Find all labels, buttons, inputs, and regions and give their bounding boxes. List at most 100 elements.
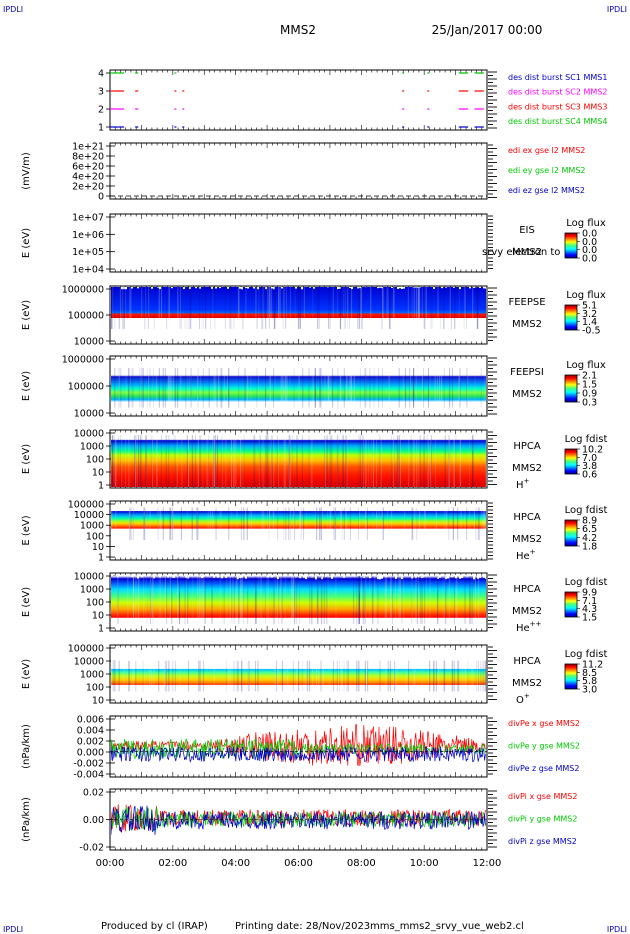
spectrogram-notch xyxy=(205,407,207,409)
spectrogram-streak xyxy=(285,287,287,329)
spectrogram-notch xyxy=(237,367,239,371)
spectrogram-notch xyxy=(159,574,161,578)
y-tick-label-edi: 6e+20 xyxy=(72,162,104,173)
spectrogram-notch xyxy=(351,687,353,693)
panel-divpe: (nPa/km)0.0060.0040.0020.000-0.002-0.004… xyxy=(21,715,580,781)
spectrogram-notch xyxy=(451,367,453,371)
footer-filename: mms_mms2_srvy_vue_web2.cl xyxy=(370,921,524,932)
spectrogram-notch xyxy=(253,367,255,369)
spectrogram-notch xyxy=(247,506,249,509)
spectrogram-notch xyxy=(179,538,181,541)
spectrogram-notch xyxy=(177,659,179,663)
spectrogram-notch xyxy=(441,619,443,626)
spectrogram-streak xyxy=(156,435,158,487)
spectrogram-notch xyxy=(269,434,271,438)
spectrogram-streak xyxy=(343,287,345,329)
spectrogram-notch xyxy=(229,659,231,664)
spectrogram-notch xyxy=(301,536,303,541)
spectrogram-streak xyxy=(214,435,216,487)
spectrogram-streak xyxy=(130,368,132,408)
spectrogram-notch xyxy=(123,621,125,626)
spectrogram-streak xyxy=(482,660,484,692)
spectrogram-notch xyxy=(249,537,251,541)
spectrogram-notch xyxy=(155,405,157,409)
spectrogram-notch xyxy=(463,537,465,541)
spectrogram-notch xyxy=(135,659,137,664)
spectrogram-streak xyxy=(280,575,282,625)
spectrogram-streak xyxy=(240,435,242,487)
spectrogram-streak xyxy=(434,660,436,692)
spectrogram-notch xyxy=(167,659,169,665)
colorbar-title-hpca_he: Log fdist xyxy=(565,505,608,516)
spectrogram-notch xyxy=(459,574,461,579)
spectrogram-notch xyxy=(131,367,133,371)
spectrogram-notch xyxy=(347,367,349,369)
spectrogram-notch xyxy=(193,621,195,626)
spectrogram-notch xyxy=(233,537,235,541)
spectrogram-streak xyxy=(427,368,429,408)
spectrogram-notch xyxy=(277,687,279,693)
spectrogram-streak xyxy=(396,435,398,487)
y-tick-label-divpi: 0.00 xyxy=(83,815,104,826)
spectrogram-streak xyxy=(236,660,238,692)
spectrogram-streak xyxy=(464,660,466,692)
spectrogram-notch xyxy=(419,621,421,626)
spectrogram-notch xyxy=(297,434,299,439)
spectrogram-streak xyxy=(393,287,395,329)
spectrogram-streak xyxy=(213,660,215,692)
spectrogram-streak xyxy=(253,435,255,487)
spectrogram-streak xyxy=(289,507,291,540)
spectrogram-streak xyxy=(278,287,280,329)
spectrogram-notch xyxy=(183,535,185,541)
spectrogram-notch xyxy=(313,325,315,330)
spectrogram-streak xyxy=(411,287,413,329)
spectrogram-notch xyxy=(131,574,133,577)
spectrogram-streak xyxy=(301,507,303,540)
spectrogram-streak xyxy=(396,660,398,692)
spectrogram-streak xyxy=(458,368,460,408)
spectrogram-notch xyxy=(155,659,157,661)
spectrogram-notch xyxy=(355,402,357,409)
spectrogram-streak xyxy=(167,368,169,408)
spectrogram-streak xyxy=(145,435,147,487)
spectrogram-notch xyxy=(121,659,123,664)
spectrogram-streak xyxy=(338,660,340,692)
spectrogram-notch xyxy=(461,404,463,409)
spectrogram-streak xyxy=(292,575,294,625)
spectrogram-streak xyxy=(324,368,326,408)
spectrogram-notch xyxy=(237,688,239,693)
spectrogram-streak xyxy=(300,507,302,540)
spectrogram-notch xyxy=(171,620,173,626)
spectrogram-streak xyxy=(323,575,325,625)
spectrogram-notch xyxy=(111,622,113,626)
spectrogram-streak xyxy=(180,507,182,540)
spectrogram-notch xyxy=(393,686,395,693)
spectrogram-streak xyxy=(232,660,234,692)
spectrogram-notch xyxy=(307,403,309,409)
spectrogram-notch xyxy=(249,324,251,330)
spectrogram-notch xyxy=(373,434,375,437)
spectrogram-notch xyxy=(209,328,211,330)
spectrogram-notch xyxy=(465,659,467,663)
spectrogram-notch xyxy=(185,434,187,437)
spectrogram-streak xyxy=(434,435,436,487)
spectrogram-notch xyxy=(423,434,425,436)
y-tick-label-hpca_hepp: 1000 xyxy=(80,585,104,596)
y-tick-label-hpca_hepp: 100 xyxy=(86,598,104,609)
spectrogram-notch xyxy=(287,622,289,626)
spectrogram-notch xyxy=(139,659,141,664)
spectrogram-notch xyxy=(303,574,305,578)
spectrogram-notch xyxy=(393,367,395,372)
spectrogram-notch xyxy=(119,688,121,693)
spectrogram-streak xyxy=(163,660,165,692)
spectrogram-notch xyxy=(275,620,277,626)
spectrogram-streak xyxy=(172,507,174,540)
spectrogram-notch xyxy=(181,688,183,693)
spectrogram-notch xyxy=(121,434,123,439)
spectrogram-notch xyxy=(437,538,439,541)
spectrogram-notch xyxy=(291,434,293,439)
spectrogram-notch xyxy=(381,574,383,579)
spectrogram-notch xyxy=(415,367,417,372)
spectrogram-notch xyxy=(179,328,181,330)
spectrogram-streak xyxy=(472,435,474,487)
